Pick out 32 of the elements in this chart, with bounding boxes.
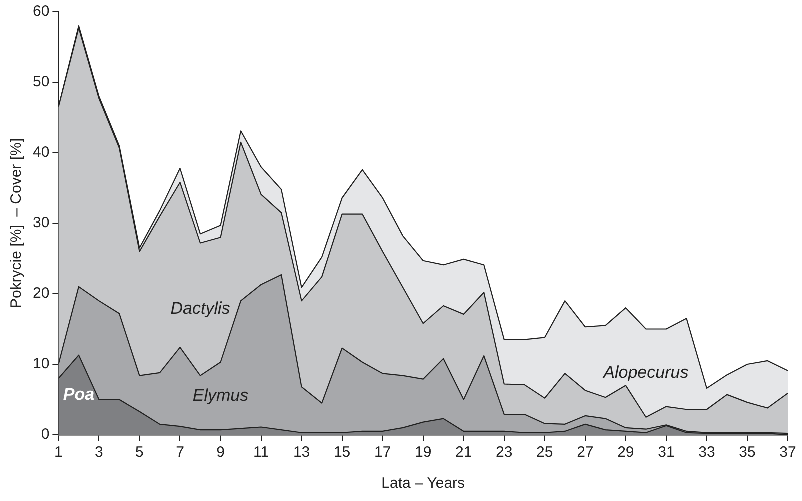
- series-label: Alopecurus: [602, 363, 690, 382]
- x-tick-label: 7: [176, 444, 184, 462]
- x-tick-label: 35: [739, 444, 756, 462]
- x-tick-label: 27: [577, 444, 594, 462]
- y-axis-title: Pokrycie [%] – Cover [%]: [8, 138, 26, 309]
- x-tick-label: 25: [536, 444, 554, 462]
- x-tick-label: 19: [415, 444, 432, 462]
- series-label: Poa: [63, 384, 95, 404]
- x-axis-title: Lata – Years: [382, 475, 466, 492]
- x-tick-label: 31: [658, 444, 675, 462]
- x-tick-label: 33: [698, 444, 716, 462]
- x-tick-label: 21: [456, 444, 472, 462]
- x-tick-label: 37: [780, 444, 796, 462]
- y-tick-label: 50: [32, 74, 50, 91]
- y-tick-label: 0: [41, 426, 50, 444]
- y-tick-label: 20: [32, 285, 50, 302]
- x-tick-label: 17: [374, 444, 392, 462]
- y-tick-label: 40: [32, 144, 50, 162]
- x-tick-label: 3: [95, 444, 104, 462]
- x-tick-label: 23: [496, 444, 513, 462]
- x-tick-label: 15: [334, 444, 351, 462]
- series-label: Elymus: [192, 386, 250, 405]
- y-tick-label: 30: [32, 214, 50, 232]
- x-tick-label: 29: [618, 444, 634, 462]
- y-tick-label: 60: [32, 3, 50, 20]
- x-tick-label: 5: [136, 444, 144, 462]
- series-label: Dactylis: [170, 299, 231, 318]
- y-tick-label: 10: [32, 356, 50, 373]
- x-tick-label: 11: [253, 444, 270, 462]
- x-tick-label: 1: [54, 444, 63, 462]
- x-tick-label: 9: [216, 444, 225, 462]
- x-tick-label: 13: [293, 444, 310, 462]
